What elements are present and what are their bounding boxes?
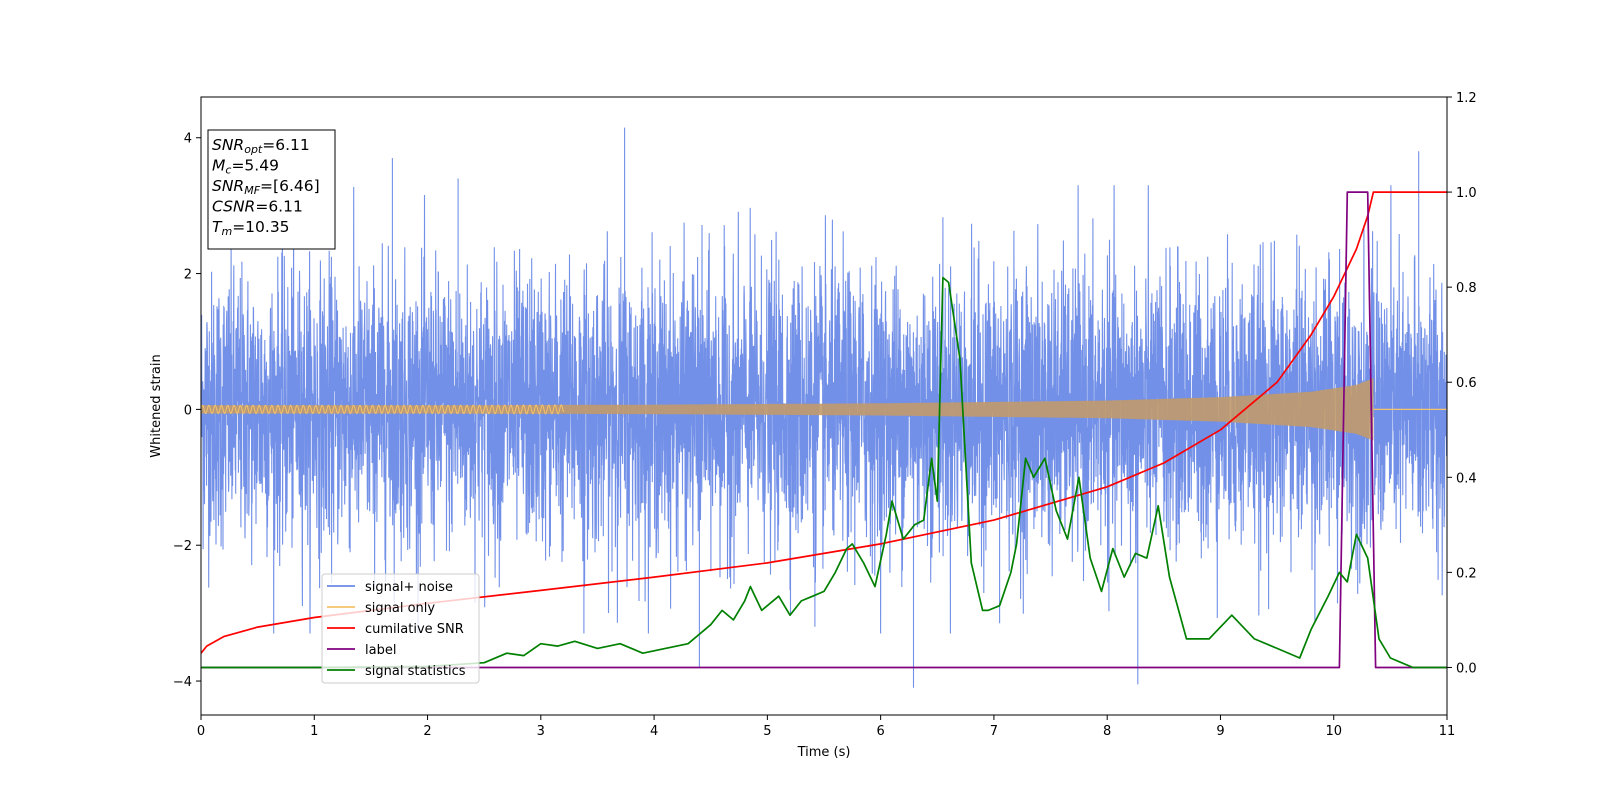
legend-item: label [327,643,396,658]
y2-tick-label: 0.0 [1456,661,1477,676]
y2-tick-label: 1.0 [1456,186,1477,201]
annotation-value: =6.11 [262,136,310,154]
y-axis-left: −4 −2 0 2 4 [173,132,201,690]
y-tick-label: −4 [173,675,192,690]
legend-item: signal+ noise [327,580,453,595]
annotation-symbol: CSNR [212,198,255,216]
annotation-symbol: M [212,157,225,175]
series-layer [201,127,1447,688]
x-tick-label: 0 [197,724,205,739]
plot-area [201,127,1447,688]
x-tick-label: 8 [1103,724,1111,739]
annotation-symbol: SNR [212,177,244,195]
legend-label: cumilative SNR [365,622,464,637]
series-line [201,404,564,415]
legend-item: signal statistics [327,664,466,679]
annotation-line: Tm=10.35 [212,218,290,238]
x-tick-label: 6 [876,724,884,739]
x-tick-label: 5 [763,724,771,739]
annotation-subscript: c [225,164,231,177]
annotation-subscript: m [221,225,232,238]
annotation-frame [207,129,336,250]
x-tick-label: 3 [537,724,545,739]
annotation-value: =10.35 [232,218,289,236]
y2-tick-label: 1.2 [1456,91,1477,106]
series-line [201,276,1447,669]
annotation-value: =5.49 [231,157,279,175]
legend-label: signal only [365,601,435,616]
series-envelope [201,378,1374,441]
legend: signal+ noise signal only cumilative SNR la… [321,573,480,684]
x-tick-label: 9 [1216,724,1224,739]
x-tick-label: 10 [1325,724,1342,739]
series-signal-statistics [201,276,1447,669]
series-signal-only [201,378,1447,441]
y-axis-right: 0.0 0.2 0.4 0.6 0.8 1.0 1.2 [1447,91,1477,676]
legend-frame [321,573,480,684]
x-tick-label: 1 [310,724,318,739]
x-tick-label: 7 [990,724,998,739]
series-line [201,191,1447,654]
y2-tick-label: 0.6 [1456,376,1477,391]
annotation-line: Mc=5.49 [212,157,279,177]
legend-label: label [365,643,396,658]
x-tick-label: 11 [1439,724,1456,739]
x-axis: 0 1 2 3 4 5 6 7 8 9 10 11 [197,715,1455,739]
annotation-value: =[6.46] [260,177,320,195]
annotation-line: SNRopt=6.11 [212,136,310,156]
y2-tick-label: 0.4 [1456,471,1477,486]
series-line [201,191,1447,669]
legend-item: cumilative SNR [327,622,464,637]
x-axis-label: Time (s) [797,745,851,760]
annotation-symbol: SNR [212,136,244,154]
legend-item: signal only [327,601,435,616]
series-cumilative-snr [201,191,1447,654]
y-tick-label: −2 [173,539,192,554]
y-tick-label: 0 [184,403,192,418]
x-tick-label: 2 [423,724,431,739]
legend-label: signal+ noise [365,580,453,595]
y-tick-label: 2 [184,268,192,283]
y-tick-label: 4 [184,132,192,147]
series-label [201,191,1447,669]
annotation-subscript: MF [244,184,260,197]
y2-tick-label: 0.2 [1456,566,1477,581]
annotation-symbol: T [212,218,223,236]
annotation-line: CSNR=6.11 [212,198,303,216]
annotation-line: SNRMF=[6.46] [212,177,320,197]
legend-label: signal statistics [365,664,466,679]
x-tick-label: 4 [650,724,658,739]
series-line [201,127,1447,688]
annotation-value: =6.11 [255,198,303,216]
annotation-subscript: opt [244,143,263,156]
y2-tick-label: 0.8 [1456,281,1477,296]
plot-frame [200,96,1448,716]
series-signal-noise [201,127,1447,688]
y-axis-label: Whitened strain [149,354,164,457]
annotation-box: SNRopt=6.11Mc=5.49SNRMF=[6.46]CSNR=6.11T… [207,129,336,250]
